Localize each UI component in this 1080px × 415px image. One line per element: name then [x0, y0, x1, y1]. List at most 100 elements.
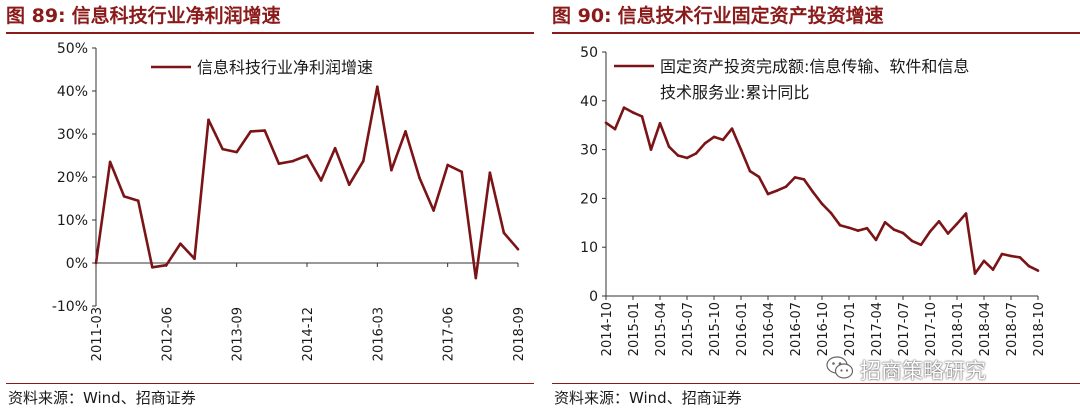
figure-title: 图 90: 信息技术行业固定资产投资增速 [552, 2, 1080, 30]
data-point [883, 221, 887, 224]
data-point [263, 129, 267, 132]
data-point [928, 230, 932, 233]
data-point [207, 118, 210, 122]
x-tick-label: 2018-10 [1032, 302, 1047, 356]
y-tick-label: 30 [580, 143, 598, 159]
data-point [1027, 264, 1031, 268]
data-point [291, 159, 295, 163]
data-point [404, 130, 407, 133]
right-chart-panel: 图 90: 信息技术行业固定资产投资增速 0 10 20 30 40 50 2014-10 20… [552, 0, 1080, 415]
y-tick-label: -10% [52, 299, 88, 315]
y-tick-label: 0 [589, 289, 598, 305]
x-tick-label: 2014-12 [301, 307, 316, 361]
x-tick-label: 2016-04 [762, 302, 777, 356]
y-tick-label: 10% [57, 213, 88, 229]
x-tick-label: 2015-04 [654, 302, 669, 356]
figure-number: 图 89: [6, 5, 66, 27]
source-note: 资料来源：Wind、招商证券 [8, 389, 196, 407]
data-point [108, 160, 112, 164]
data-point [1018, 256, 1022, 259]
data-point [676, 154, 680, 157]
data-point [865, 226, 869, 230]
x-tick-label: 2018-01 [951, 302, 966, 356]
data-point [793, 176, 797, 179]
x-tick-label: 2018-09 [512, 307, 527, 361]
figure-title: 图 89: 信息科技行业净利润增速 [6, 2, 534, 30]
data-point [249, 130, 253, 133]
watermark-text: 招商策略研究 [860, 359, 986, 383]
data-point [847, 226, 851, 229]
x-tick-label: 2016-03 [371, 307, 386, 361]
data-point [712, 135, 716, 139]
y-tick-label: 30% [57, 127, 88, 143]
data-point [910, 239, 914, 243]
data-point [179, 242, 182, 245]
x-tick-label: 2013-09 [231, 307, 246, 361]
data-point [829, 211, 833, 215]
data-point [460, 170, 464, 174]
data-point [874, 238, 878, 242]
x-tick-label: 2016-10 [816, 302, 831, 356]
data-point [221, 147, 224, 151]
data-point [418, 176, 421, 180]
data-point [631, 111, 635, 114]
series-line [94, 85, 519, 280]
wechat-icon [826, 356, 854, 379]
data-point [1009, 254, 1013, 258]
data-point [721, 138, 725, 142]
data-point [649, 148, 653, 151]
x-tick-label: 2016-01 [735, 302, 750, 356]
data-point [446, 163, 449, 167]
data-point [604, 121, 608, 125]
x-tick-label: 2017-04 [870, 302, 885, 356]
data-point [305, 154, 309, 157]
data-point [667, 145, 671, 148]
data-point [937, 220, 941, 223]
data-point [502, 231, 506, 235]
data-point [622, 106, 626, 109]
x-tick-label: 2016-07 [789, 302, 804, 356]
title-rule [6, 32, 534, 34]
legend-label: 信息科技行业净利润增速 [197, 58, 373, 77]
data-point [277, 162, 281, 165]
data-point [955, 222, 959, 226]
x-tick-label: 2015-10 [708, 302, 723, 356]
data-point [892, 228, 896, 231]
source-note: 资料来源：Wind、招商证券 [554, 389, 742, 407]
net-profit-growth-chart: -10% 0% 10% 20% 30% 40% 50% 2011-03 2012-06 2013-… [52, 41, 527, 361]
data-point [730, 127, 734, 130]
data-point [802, 178, 806, 181]
data-point [165, 263, 168, 267]
data-point [784, 185, 788, 188]
data-point [94, 261, 98, 265]
data-point [964, 212, 968, 215]
y-tick-label: 10 [580, 240, 598, 256]
figure-title-text: 信息技术行业固定资产投资增速 [617, 5, 884, 27]
x-tick-label: 2012-06 [160, 307, 175, 361]
figure-title-text: 信息科技行业净利润增速 [71, 5, 281, 27]
data-point [946, 232, 950, 235]
data-point [122, 195, 126, 198]
y-tick-label: 50% [57, 41, 88, 57]
data-point [193, 257, 196, 260]
x-tick-label: 2015-07 [681, 302, 696, 356]
data-point [1000, 252, 1004, 256]
y-tick-label: 20 [580, 191, 598, 207]
data-point [982, 259, 986, 263]
x-tick-label: 2015-01 [627, 302, 642, 356]
series-line [605, 106, 1039, 275]
data-point [516, 247, 520, 251]
data-point [474, 276, 478, 280]
x-tick-label: 2017-06 [442, 307, 457, 361]
x-tick-label: 2014-10 [600, 302, 615, 356]
figure-number: 图 90: [552, 5, 612, 27]
data-point [838, 223, 842, 227]
legend-label: 技术服务业:累计同比 [660, 83, 809, 102]
data-point [703, 141, 707, 145]
data-point [685, 156, 689, 160]
data-point [856, 229, 860, 232]
source-rule [552, 383, 1080, 384]
data-point [390, 168, 393, 172]
left-chart-panel: 图 89: 信息科技行业净利润增速 -10% 0% 10% 20% 30% 40% 50% 20… [6, 0, 534, 415]
data-point [748, 169, 752, 173]
